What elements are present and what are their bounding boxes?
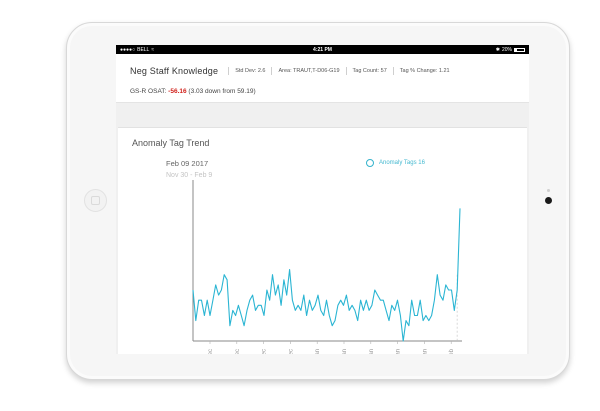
wifi-icon: ≈ [151,46,155,53]
chart-legend[interactable]: Anomaly Tags 16 [366,159,425,167]
series-line-anomaly-tags [192,208,461,342]
battery-icon [514,47,525,52]
divider [271,67,273,75]
carrier-label: BELL [137,46,150,53]
x-tick-label: 08 Jan [342,349,348,354]
status-time: 4:21 PM [313,46,332,53]
x-tick-label: 01 Jan [315,349,321,354]
divider [345,67,347,75]
status-bar: ●●●●○ BELL ≈ 4:21 PM ✱ 20% [116,45,529,54]
trend-date: Feb 09 2017 [166,159,209,168]
summary-card: Neg Staff Knowledge Std Dev: 2.6 Area: T… [116,54,529,103]
area-metric: Area: TRAUT,T-D06-G19 [278,68,340,74]
signal-icon: ●●●●○ [120,46,136,53]
ambient-sensor [547,189,550,192]
x-tick-label: 11 Dec [235,349,241,354]
camera-lens [545,197,552,204]
trend-range: Nov 30 - Feb 9 [166,172,213,179]
divider [228,67,230,75]
home-button[interactable] [84,189,107,212]
summary-header: Neg Staff Knowledge Std Dev: 2.6 Area: T… [130,66,450,76]
home-square-icon [91,196,100,205]
osat-note: (3.03 down from 59.19) [188,88,256,95]
tag-count-metric: Tag Count: 57 [352,68,387,74]
std-dev-metric: Std Dev: 2.6 [235,68,266,74]
osat-value: -56.16 [168,88,187,95]
x-tick-label: 15 Jan [369,349,375,354]
x-tick-label: 05 Feb [449,348,455,354]
page-title: Neg Staff Knowledge [130,66,219,76]
x-tick-label: 18 Dec [262,349,268,354]
osat-label: GS-R OSAT: [130,88,167,95]
divider [392,67,394,75]
anomaly-trend-chart: 04 Dec 11 Dec 18 Dec 25 Dec 01 Jan 08 Jan 15 J… [192,180,462,354]
x-tick-label: 04 Dec [208,349,214,354]
legend-circle-icon [366,159,374,167]
bluetooth-icon: ✱ [495,46,500,53]
legend-label: Anomaly Tags 16 [379,160,425,166]
x-tick-label: 22 Jan [396,349,402,354]
osat-row: GS-R OSAT: -56.16 (3.03 down from 59.19) [130,88,256,95]
x-tick-label: 25 Dec [288,349,294,354]
screen-content: Neg Staff Knowledge Std Dev: 2.6 Area: T… [116,45,529,354]
trend-card: Anomaly Tag Trend Feb 09 2017 Nov 30 - F… [118,127,527,354]
x-tick-label: 29 Jan [422,349,428,354]
battery-percent: 20% [501,46,512,53]
tag-change-metric: Tag % Change: 1.21 [399,68,450,74]
trend-title: Anomaly Tag Trend [132,138,210,148]
